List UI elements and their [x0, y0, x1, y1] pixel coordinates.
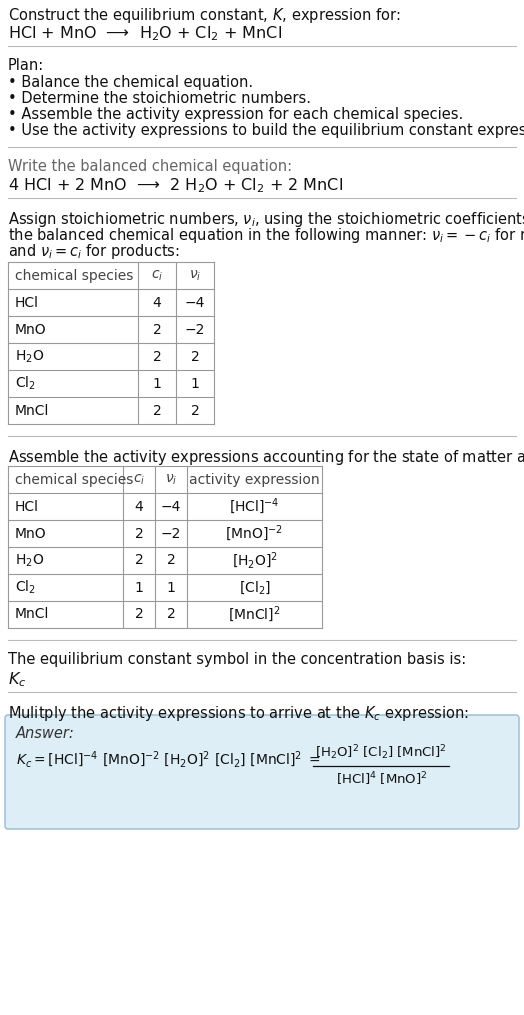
Text: 2: 2: [152, 323, 161, 337]
Text: Answer:: Answer:: [16, 726, 75, 741]
Text: $c_i$: $c_i$: [133, 472, 145, 487]
Text: 1: 1: [152, 377, 161, 391]
Text: $\nu_i$: $\nu_i$: [189, 268, 201, 283]
Text: the balanced chemical equation in the following manner: $\nu_i = -c_i$ for react: the balanced chemical equation in the fo…: [8, 226, 524, 245]
Text: [H$_2$O]$^2$: [H$_2$O]$^2$: [232, 550, 277, 570]
Text: $K_c$: $K_c$: [8, 670, 26, 689]
Text: chemical species: chemical species: [15, 269, 134, 282]
Text: $[\mathrm{H_2O}]^2\ [\mathrm{Cl_2}]\ [\mathrm{MnCl}]^2$: $[\mathrm{H_2O}]^2\ [\mathrm{Cl_2}]\ [\m…: [315, 744, 447, 762]
Text: • Assemble the activity expression for each chemical species.: • Assemble the activity expression for e…: [8, 107, 463, 122]
Text: −2: −2: [161, 527, 181, 541]
Text: $K_c = [\mathrm{HCl}]^{-4}\ [\mathrm{MnO}]^{-2}\ [\mathrm{H_2O}]^{2}\ [\mathrm{C: $K_c = [\mathrm{HCl}]^{-4}\ [\mathrm{MnO…: [16, 750, 321, 770]
Bar: [8, 262, 214, 424]
Text: 2: 2: [135, 527, 144, 541]
Text: 2: 2: [167, 553, 176, 567]
Text: Cl$_2$: Cl$_2$: [15, 375, 36, 392]
Text: HCl: HCl: [15, 499, 39, 514]
Text: [MnO]$^{-2}$: [MnO]$^{-2}$: [225, 524, 283, 543]
Text: −4: −4: [161, 499, 181, 514]
Text: 2: 2: [135, 608, 144, 621]
Text: Construct the equilibrium constant, $K$, expression for:: Construct the equilibrium constant, $K$,…: [8, 6, 401, 25]
Text: activity expression: activity expression: [189, 473, 320, 486]
Text: 2: 2: [191, 404, 199, 417]
Text: MnO: MnO: [15, 323, 47, 337]
Text: MnCl: MnCl: [15, 404, 49, 417]
Text: 1: 1: [167, 581, 176, 595]
Text: MnCl: MnCl: [15, 608, 49, 621]
Text: 4: 4: [135, 499, 144, 514]
Text: $c_i$: $c_i$: [151, 268, 163, 283]
Text: −2: −2: [185, 323, 205, 337]
Text: $\nu_i$: $\nu_i$: [165, 472, 177, 487]
Text: Mulitply the activity expressions to arrive at the $K_c$ expression:: Mulitply the activity expressions to arr…: [8, 704, 469, 723]
Text: • Determine the stoichiometric numbers.: • Determine the stoichiometric numbers.: [8, 91, 311, 106]
Text: and $\nu_i = c_i$ for products:: and $\nu_i = c_i$ for products:: [8, 242, 180, 261]
Text: [MnCl]$^2$: [MnCl]$^2$: [228, 605, 281, 624]
Text: • Balance the chemical equation.: • Balance the chemical equation.: [8, 75, 253, 90]
Text: [HCl]$^{-4}$: [HCl]$^{-4}$: [230, 496, 280, 517]
Text: 2: 2: [191, 349, 199, 363]
Text: H$_2$O: H$_2$O: [15, 552, 44, 568]
Text: 4 HCl + 2 MnO  ⟶  2 H$_2$O + Cl$_2$ + 2 MnCl: 4 HCl + 2 MnO ⟶ 2 H$_2$O + Cl$_2$ + 2 Mn…: [8, 176, 343, 195]
Text: Assign stoichiometric numbers, $\nu_i$, using the stoichiometric coefficients, $: Assign stoichiometric numbers, $\nu_i$, …: [8, 210, 524, 229]
Text: • Use the activity expressions to build the equilibrium constant expression.: • Use the activity expressions to build …: [8, 123, 524, 138]
Text: Plan:: Plan:: [8, 58, 44, 73]
Bar: [8, 466, 322, 628]
Text: HCl: HCl: [15, 295, 39, 310]
Text: The equilibrium constant symbol in the concentration basis is:: The equilibrium constant symbol in the c…: [8, 652, 466, 667]
FancyBboxPatch shape: [5, 715, 519, 829]
Text: 1: 1: [135, 581, 144, 595]
Text: HCl + MnO  ⟶  H$_2$O + Cl$_2$ + MnCl: HCl + MnO ⟶ H$_2$O + Cl$_2$ + MnCl: [8, 24, 282, 43]
Text: 2: 2: [152, 404, 161, 417]
Text: 1: 1: [191, 377, 200, 391]
Text: H$_2$O: H$_2$O: [15, 348, 44, 364]
Text: MnO: MnO: [15, 527, 47, 541]
Text: [Cl$_2$]: [Cl$_2$]: [238, 580, 270, 596]
Text: 4: 4: [152, 295, 161, 310]
Text: 2: 2: [167, 608, 176, 621]
Text: 2: 2: [152, 349, 161, 363]
Text: 2: 2: [135, 553, 144, 567]
Text: Cl$_2$: Cl$_2$: [15, 579, 36, 596]
Text: Assemble the activity expressions accounting for the state of matter and $\nu_i$: Assemble the activity expressions accoun…: [8, 448, 524, 467]
Text: chemical species: chemical species: [15, 473, 134, 486]
Text: −4: −4: [185, 295, 205, 310]
Text: $[\mathrm{HCl}]^4\ [\mathrm{MnO}]^2$: $[\mathrm{HCl}]^4\ [\mathrm{MnO}]^2$: [335, 770, 427, 788]
Text: Write the balanced chemical equation:: Write the balanced chemical equation:: [8, 159, 292, 174]
